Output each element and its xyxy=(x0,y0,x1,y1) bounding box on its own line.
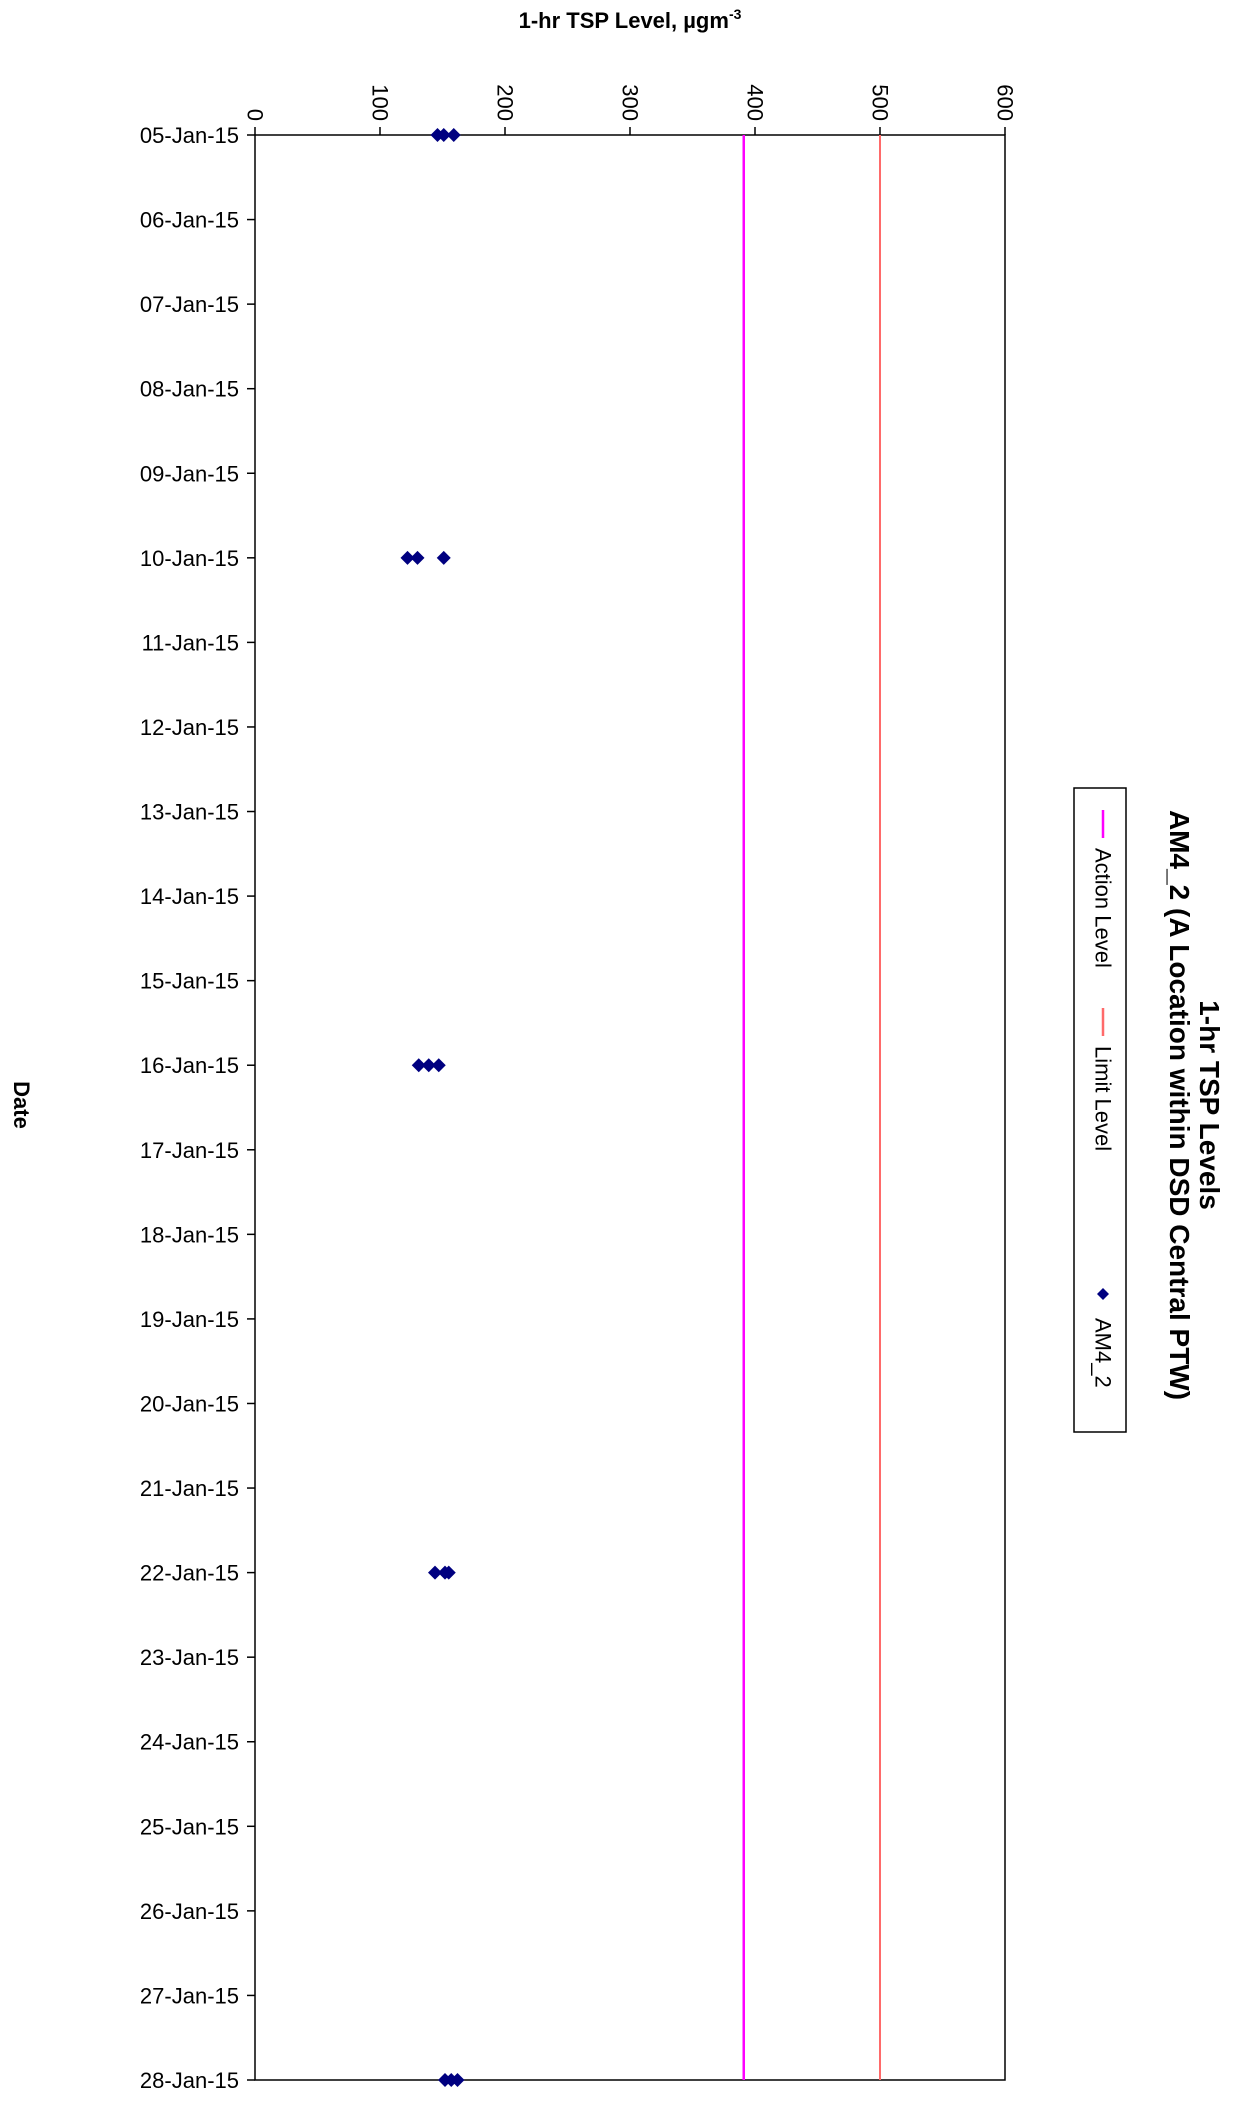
date-tick-label: 15-Jan-15 xyxy=(140,969,239,994)
am4-2-point xyxy=(431,1058,446,1073)
date-axis-title: Date xyxy=(9,1081,34,1129)
date-tick-label: 09-Jan-15 xyxy=(140,461,239,486)
date-tick-label: 28-Jan-15 xyxy=(140,2068,239,2093)
am4-2-point xyxy=(450,2073,465,2087)
date-tick-label: 07-Jan-15 xyxy=(140,292,239,317)
reference-lines xyxy=(742,135,881,2080)
date-tick-label: 08-Jan-15 xyxy=(140,377,239,402)
legend-marker-swatch xyxy=(1097,1288,1109,1300)
date-tick-label: 24-Jan-15 xyxy=(140,1730,239,1755)
date-tick-label: 22-Jan-15 xyxy=(140,1561,239,1586)
value-axis-ticks: 0 100 200 300 400 500 600 xyxy=(243,84,1018,135)
legend-box xyxy=(1073,787,1127,1433)
am4-2-point xyxy=(436,128,451,142)
date-tick-label: 20-Jan-15 xyxy=(140,1391,239,1416)
date-tick-label: 18-Jan-15 xyxy=(140,1222,239,1247)
am4-2-point xyxy=(436,550,451,565)
date-tick-label: 10-Jan-15 xyxy=(140,546,239,571)
date-tick-label: 27-Jan-15 xyxy=(140,1983,239,2008)
legend-label: Limit Level xyxy=(1091,1046,1116,1151)
legend-label: Action Level xyxy=(1091,848,1116,968)
am4-2-point xyxy=(400,550,415,565)
date-tick-label: 21-Jan-15 xyxy=(140,1476,239,1501)
date-tick-label: 19-Jan-15 xyxy=(140,1307,239,1332)
date-tick-label: 26-Jan-15 xyxy=(140,1899,239,1924)
value-tick-label: 600 xyxy=(993,84,1018,121)
value-axis-title: 1-hr TSP Level, µgm-3 xyxy=(519,6,742,33)
legend-label: AM4_2 xyxy=(1091,1318,1116,1388)
value-tick-label: 200 xyxy=(493,84,518,121)
plot-area xyxy=(254,134,1006,2081)
date-tick-label: 13-Jan-15 xyxy=(140,800,239,825)
date-tick-label: 23-Jan-15 xyxy=(140,1645,239,1670)
date-axis-ticks: 05-Jan-15 06-Jan-15 07-Jan-15 08-Jan-15 09-J… xyxy=(140,123,255,2093)
date-tick-label: 05-Jan-15 xyxy=(140,123,239,148)
date-tick-label: 16-Jan-15 xyxy=(140,1053,239,1078)
value-tick-label: 500 xyxy=(868,84,893,121)
date-tick-label: 11-Jan-15 xyxy=(142,630,239,655)
am4-2-point xyxy=(428,1565,442,1580)
value-tick-label: 300 xyxy=(618,84,643,121)
date-tick-label: 06-Jan-15 xyxy=(140,208,239,233)
am4-2-point xyxy=(446,128,461,142)
date-tick-label: 17-Jan-15 xyxy=(140,1138,239,1163)
date-tick-label: 12-Jan-15 xyxy=(140,715,239,740)
legend: Action Level Limit Level AM4_2 xyxy=(1073,787,1127,1433)
date-tick-label: 25-Jan-15 xyxy=(140,1814,239,1839)
value-tick-label: 100 xyxy=(368,84,393,121)
chart-subtitle: AM4_2 (A Location within DSD Central PTW… xyxy=(1164,810,1195,1400)
value-tick-label: 0 xyxy=(243,109,268,121)
am4-2-point xyxy=(441,1565,456,1580)
am4-2-point xyxy=(411,1058,426,1073)
am4-2-point xyxy=(421,1058,436,1073)
value-tick-label: 400 xyxy=(743,84,768,121)
chart-title: 1-hr TSP Levels xyxy=(1194,1000,1225,1210)
am4-2-point xyxy=(410,550,425,565)
am4-2-markers xyxy=(400,128,465,2087)
date-tick-label: 14-Jan-15 xyxy=(140,884,239,909)
